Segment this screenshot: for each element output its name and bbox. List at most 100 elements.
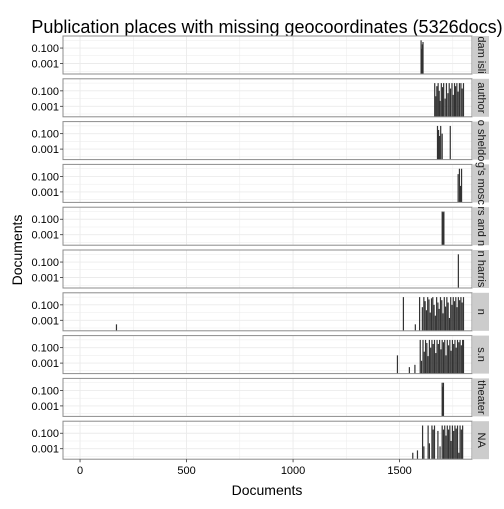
bar	[438, 90, 440, 117]
facet-strip	[473, 78, 489, 117]
bar	[445, 83, 448, 117]
bar	[442, 313, 444, 331]
panel-border	[62, 35, 473, 75]
facet-strip-label: n	[475, 309, 487, 315]
y-tick-label: 0.100	[31, 257, 59, 269]
bar	[451, 304, 453, 331]
bar	[455, 347, 457, 374]
bar	[436, 86, 438, 117]
bar	[430, 347, 432, 374]
bar	[442, 429, 445, 460]
facet-strip	[473, 121, 489, 160]
facet-panel: 0.100 0.001 theater	[31, 377, 489, 417]
bar	[450, 350, 452, 374]
bar	[422, 339, 424, 374]
bar	[408, 367, 410, 374]
bar	[441, 133, 443, 160]
bar	[458, 83, 461, 117]
bar	[457, 297, 459, 331]
bar	[457, 174, 459, 203]
bar	[459, 185, 462, 203]
bar	[424, 301, 426, 331]
bar	[437, 129, 440, 160]
facet-panel: 0.100 0.001 s.n	[31, 335, 489, 375]
bar	[421, 48, 423, 74]
facet-strip	[473, 421, 489, 460]
y-tick-label: 0.001	[31, 144, 59, 156]
bar	[416, 450, 419, 460]
bar	[435, 96, 437, 117]
facet-strip-label: theater	[475, 380, 487, 415]
bar	[414, 364, 416, 374]
y-tick-label: 0.001	[31, 59, 59, 71]
bar	[115, 324, 118, 331]
bar	[427, 297, 429, 331]
bar	[458, 342, 460, 374]
bar	[453, 343, 455, 374]
y-tick-label: 0.100	[31, 343, 59, 355]
bar	[426, 342, 428, 374]
bar	[462, 297, 465, 331]
bar	[433, 339, 436, 374]
bar	[439, 135, 441, 160]
bar	[459, 339, 461, 374]
bar	[437, 343, 439, 374]
panel-border	[62, 163, 473, 203]
bar	[446, 297, 448, 331]
bar	[445, 355, 447, 374]
facet-panel: 0.100 0.001 dam isli	[31, 35, 489, 75]
bar	[455, 428, 457, 460]
y-tick-label: 0.001	[31, 358, 59, 370]
bar	[442, 386, 444, 417]
bar	[462, 425, 464, 460]
bar	[442, 342, 445, 374]
panel-background	[63, 78, 472, 117]
bar	[460, 345, 462, 374]
bar	[427, 425, 429, 460]
y-tick-label: 0.100	[31, 129, 59, 141]
bar	[436, 297, 438, 331]
y-tick-label: 0.100	[31, 171, 59, 183]
bar	[451, 425, 454, 460]
bar	[462, 339, 465, 374]
bar	[434, 83, 436, 117]
bar	[437, 430, 439, 460]
facet-strip-label: author	[475, 82, 487, 114]
bar	[442, 382, 445, 417]
bar	[444, 306, 447, 331]
y-tick-label: 0.100	[31, 86, 59, 98]
bar	[418, 297, 421, 331]
facet-strip	[473, 36, 489, 74]
facet-strip-label: rs and n	[475, 206, 487, 246]
panel-border	[62, 249, 473, 289]
bar	[449, 339, 451, 374]
bar	[439, 100, 441, 117]
bar	[452, 297, 454, 331]
x-tick-label: 1500	[387, 465, 411, 477]
bar	[441, 339, 443, 374]
facet-strip	[473, 207, 489, 246]
bar	[446, 339, 448, 374]
y-tick-label: 0.100	[31, 214, 59, 226]
bar	[452, 94, 454, 117]
bar	[402, 297, 405, 331]
bar	[435, 353, 437, 374]
bar	[457, 254, 459, 288]
panel-background	[63, 421, 472, 460]
bar	[450, 297, 452, 331]
bar	[451, 339, 454, 374]
panel-border	[62, 78, 473, 118]
bar	[454, 86, 457, 117]
facet-panel: 0.100 0.001 n	[31, 292, 489, 332]
bar	[421, 425, 424, 460]
bar	[447, 302, 449, 331]
facet-strip	[473, 292, 489, 331]
panel-background	[63, 207, 472, 246]
bar	[456, 425, 459, 460]
bar	[421, 307, 423, 331]
bar	[421, 44, 423, 74]
bar	[457, 91, 459, 117]
bar	[436, 339, 438, 374]
bar	[450, 440, 452, 460]
bar	[456, 307, 458, 331]
